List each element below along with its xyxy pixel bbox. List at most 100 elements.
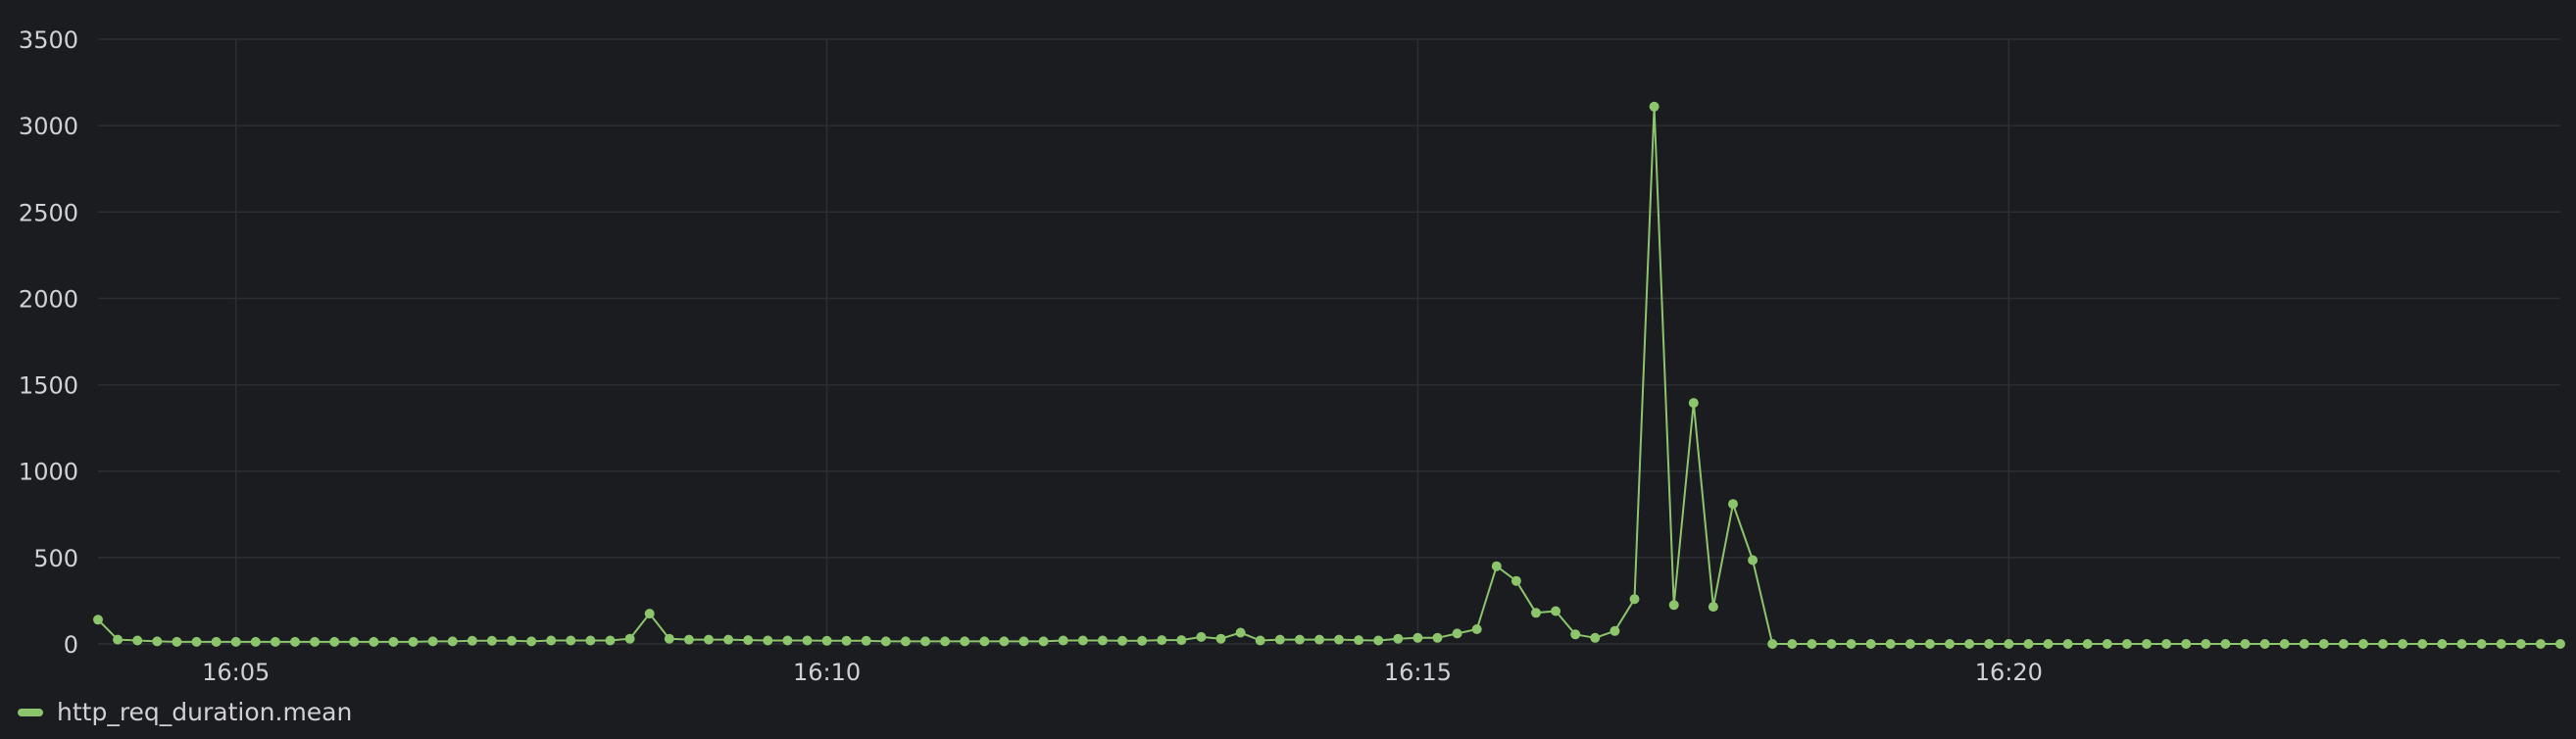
data-point[interactable] bbox=[1708, 602, 1718, 613]
data-point[interactable] bbox=[2515, 639, 2526, 649]
data-point[interactable] bbox=[1334, 634, 1344, 645]
legend[interactable]: http_req_duration.mean bbox=[18, 698, 352, 726]
data-point[interactable] bbox=[920, 636, 930, 647]
data-point[interactable] bbox=[388, 636, 399, 647]
data-point[interactable] bbox=[1846, 639, 1857, 649]
data-point[interactable] bbox=[191, 636, 202, 647]
data-point[interactable] bbox=[270, 636, 280, 647]
data-point[interactable] bbox=[507, 635, 517, 646]
data-point[interactable] bbox=[940, 636, 951, 647]
data-point[interactable] bbox=[1354, 635, 1364, 646]
data-point[interactable] bbox=[644, 609, 655, 619]
data-point[interactable] bbox=[132, 635, 143, 646]
data-point[interactable] bbox=[310, 636, 321, 647]
data-point[interactable] bbox=[2318, 639, 2329, 649]
data-point[interactable] bbox=[2082, 639, 2093, 649]
data-point[interactable] bbox=[1945, 639, 1955, 649]
data-point[interactable] bbox=[1274, 634, 1285, 645]
data-point[interactable] bbox=[2279, 639, 2290, 649]
data-point[interactable] bbox=[1767, 639, 1778, 649]
data-point[interactable] bbox=[2338, 639, 2349, 649]
data-point[interactable] bbox=[900, 636, 911, 647]
data-point[interactable] bbox=[1314, 634, 1324, 645]
data-point[interactable] bbox=[1491, 561, 1502, 571]
data-point[interactable] bbox=[1038, 636, 1049, 647]
data-point[interactable] bbox=[1924, 639, 1935, 649]
data-point[interactable] bbox=[230, 636, 241, 647]
data-point[interactable] bbox=[113, 634, 124, 645]
data-point[interactable] bbox=[172, 636, 182, 647]
data-point[interactable] bbox=[93, 615, 103, 625]
data-point[interactable] bbox=[1215, 633, 1226, 644]
data-point[interactable] bbox=[664, 633, 674, 644]
data-point[interactable] bbox=[526, 636, 537, 647]
data-point[interactable] bbox=[624, 633, 635, 644]
data-point[interactable] bbox=[408, 636, 419, 647]
legend-label[interactable]: http_req_duration.mean bbox=[57, 698, 353, 726]
data-point[interactable] bbox=[369, 636, 379, 647]
series-line[interactable] bbox=[97, 105, 2560, 645]
data-point[interactable] bbox=[2535, 639, 2546, 649]
data-point[interactable] bbox=[2437, 639, 2448, 649]
data-point[interactable] bbox=[960, 636, 970, 647]
data-point[interactable] bbox=[2299, 639, 2309, 649]
data-point[interactable] bbox=[2476, 639, 2487, 649]
data-point[interactable] bbox=[486, 635, 497, 646]
data-point[interactable] bbox=[2043, 639, 2054, 649]
data-point[interactable] bbox=[1787, 639, 1798, 649]
data-point[interactable] bbox=[1590, 632, 1601, 643]
data-point[interactable] bbox=[2417, 639, 2428, 649]
data-point[interactable] bbox=[2023, 639, 2034, 649]
data-point[interactable] bbox=[1531, 608, 1541, 618]
data-point[interactable] bbox=[585, 635, 596, 646]
data-point[interactable] bbox=[1157, 635, 1167, 646]
data-point[interactable] bbox=[683, 634, 694, 645]
data-point[interactable] bbox=[1373, 635, 1384, 646]
data-point[interactable] bbox=[2358, 639, 2368, 649]
data-point[interactable] bbox=[1511, 575, 1521, 586]
data-point[interactable] bbox=[1077, 635, 1088, 646]
data-point[interactable] bbox=[2161, 639, 2172, 649]
data-point[interactable] bbox=[2102, 639, 2112, 649]
data-point[interactable] bbox=[1432, 632, 1443, 643]
data-point[interactable] bbox=[2456, 639, 2467, 649]
data-point[interactable] bbox=[447, 636, 458, 647]
data-point[interactable] bbox=[1964, 639, 1975, 649]
data-point[interactable] bbox=[2259, 639, 2270, 649]
data-point[interactable] bbox=[605, 635, 616, 646]
data-point[interactable] bbox=[1196, 631, 1207, 642]
data-point[interactable] bbox=[763, 635, 773, 646]
data-point[interactable] bbox=[329, 636, 340, 647]
data-point[interactable] bbox=[349, 636, 360, 647]
data-point[interactable] bbox=[152, 636, 163, 647]
data-point[interactable] bbox=[821, 635, 832, 646]
data-point[interactable] bbox=[250, 636, 261, 647]
data-point[interactable] bbox=[1984, 639, 1995, 649]
data-point[interactable] bbox=[743, 635, 754, 646]
data-point[interactable] bbox=[546, 635, 557, 646]
data-point[interactable] bbox=[2496, 639, 2506, 649]
data-point[interactable] bbox=[2555, 639, 2565, 649]
data-point[interactable] bbox=[1176, 635, 1187, 646]
data-point[interactable] bbox=[1294, 634, 1305, 645]
data-point[interactable] bbox=[2142, 639, 2152, 649]
data-point[interactable] bbox=[704, 634, 714, 645]
data-point[interactable] bbox=[1807, 639, 1817, 649]
data-point[interactable] bbox=[1551, 606, 1561, 616]
data-point[interactable] bbox=[290, 636, 300, 647]
data-point[interactable] bbox=[1610, 625, 1620, 636]
data-point[interactable] bbox=[1058, 635, 1068, 646]
data-point[interactable] bbox=[1097, 635, 1108, 646]
data-point[interactable] bbox=[861, 635, 871, 646]
data-point[interactable] bbox=[566, 635, 576, 646]
data-point[interactable] bbox=[841, 635, 852, 646]
data-point[interactable] bbox=[2398, 639, 2408, 649]
data-point[interactable] bbox=[2378, 639, 2389, 649]
data-point[interactable] bbox=[1748, 555, 1759, 566]
data-point[interactable] bbox=[1629, 594, 1640, 605]
data-point[interactable] bbox=[1649, 101, 1660, 112]
data-point[interactable] bbox=[2201, 639, 2211, 649]
data-point[interactable] bbox=[2062, 639, 2073, 649]
data-point[interactable] bbox=[2240, 639, 2251, 649]
data-point[interactable] bbox=[1255, 635, 1265, 646]
